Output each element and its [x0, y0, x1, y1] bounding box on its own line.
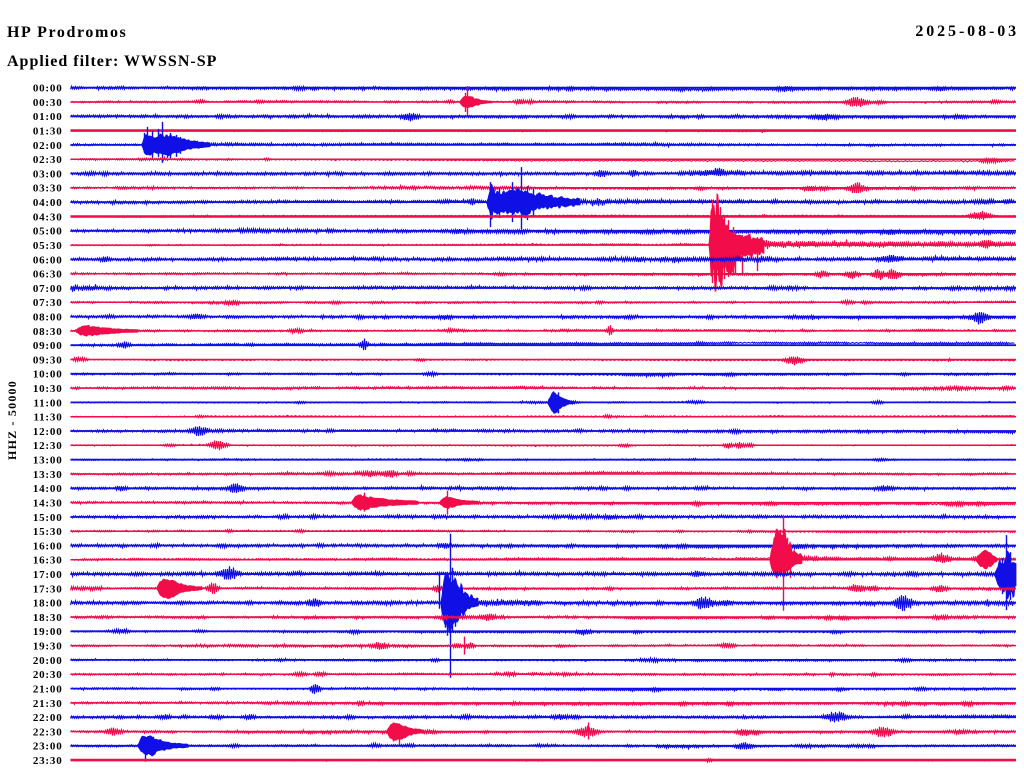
- svg-text:08:30: 08:30: [33, 326, 63, 338]
- svg-text:15:30: 15:30: [33, 526, 63, 538]
- svg-text:10:30: 10:30: [33, 383, 63, 395]
- svg-text:HHZ - 50000: HHZ - 50000: [5, 380, 19, 460]
- svg-text:07:30: 07:30: [33, 297, 63, 309]
- svg-text:19:30: 19:30: [33, 641, 63, 653]
- svg-text:10:00: 10:00: [33, 369, 63, 381]
- svg-text:20:00: 20:00: [33, 655, 63, 667]
- svg-text:02:00: 02:00: [33, 140, 63, 152]
- svg-text:13:30: 13:30: [33, 469, 63, 481]
- svg-text:15:00: 15:00: [33, 512, 63, 524]
- svg-text:23:30: 23:30: [33, 755, 63, 767]
- svg-text:19:00: 19:00: [33, 626, 63, 638]
- svg-text:18:30: 18:30: [33, 612, 63, 624]
- svg-text:18:00: 18:00: [33, 598, 63, 610]
- svg-text:11:30: 11:30: [33, 412, 62, 424]
- svg-text:21:30: 21:30: [33, 698, 63, 710]
- svg-text:04:00: 04:00: [33, 197, 63, 209]
- svg-text:01:30: 01:30: [33, 126, 63, 138]
- svg-text:17:00: 17:00: [33, 569, 63, 581]
- svg-text:22:30: 22:30: [33, 726, 63, 738]
- svg-text:2025-08-03: 2025-08-03: [915, 23, 1019, 40]
- svg-text:00:30: 00:30: [33, 97, 63, 109]
- svg-text:03:00: 03:00: [33, 168, 63, 180]
- svg-text:20:30: 20:30: [33, 669, 63, 681]
- svg-text:02:30: 02:30: [33, 154, 63, 166]
- svg-text:08:00: 08:00: [33, 312, 63, 324]
- svg-text:01:00: 01:00: [33, 111, 63, 123]
- svg-text:14:00: 14:00: [33, 483, 63, 495]
- svg-text:05:30: 05:30: [33, 240, 63, 252]
- svg-text:22:00: 22:00: [33, 712, 63, 724]
- svg-text:07:00: 07:00: [33, 283, 63, 295]
- svg-text:17:30: 17:30: [33, 583, 63, 595]
- svg-text:16:00: 16:00: [33, 540, 63, 552]
- svg-text:Applied filter: WWSSN-SP: Applied filter: WWSSN-SP: [7, 53, 217, 70]
- svg-text:12:00: 12:00: [33, 426, 63, 438]
- svg-text:09:30: 09:30: [33, 354, 63, 366]
- svg-text:04:30: 04:30: [33, 211, 63, 223]
- svg-text:05:00: 05:00: [33, 226, 63, 238]
- svg-text:09:00: 09:00: [33, 340, 63, 352]
- svg-text:03:30: 03:30: [33, 183, 63, 195]
- svg-text:16:30: 16:30: [33, 555, 63, 567]
- svg-text:14:30: 14:30: [33, 498, 63, 510]
- svg-text:13:00: 13:00: [33, 455, 63, 467]
- svg-text:06:30: 06:30: [33, 269, 63, 281]
- svg-text:11:00: 11:00: [33, 397, 62, 409]
- svg-text:06:00: 06:00: [33, 254, 63, 266]
- svg-text:21:00: 21:00: [33, 684, 63, 696]
- svg-text:HP Prodromos: HP Prodromos: [7, 24, 127, 41]
- svg-text:23:00: 23:00: [33, 741, 63, 753]
- svg-text:12:30: 12:30: [33, 440, 63, 452]
- svg-text:00:00: 00:00: [33, 83, 63, 95]
